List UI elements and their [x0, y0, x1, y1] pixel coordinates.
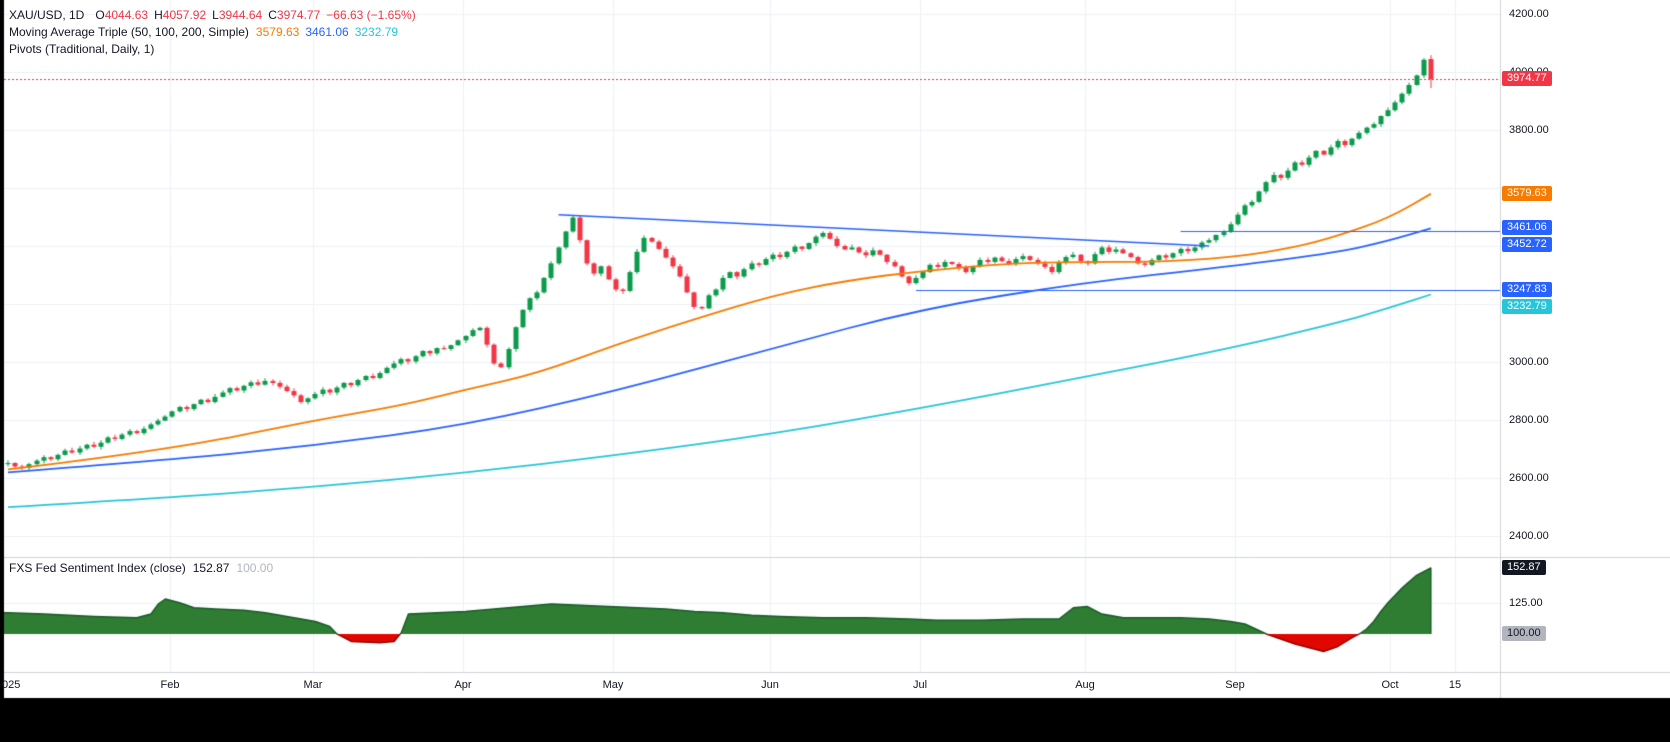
open-label: O	[95, 8, 105, 22]
ma200-value: 3232.79	[354, 25, 399, 39]
ma-indicator-row[interactable]: Moving Average Triple (50, 100, 200, Sim…	[9, 24, 416, 41]
high-value: 4057.92	[162, 8, 207, 22]
indicator-value: 152.87	[192, 561, 230, 575]
pivots-indicator-row[interactable]: Pivots (Traditional, Daily, 1)	[9, 41, 416, 58]
time-axis-label: 025	[2, 679, 21, 691]
time-axis-label: Aug	[1075, 679, 1095, 691]
price-axis-label: 2400.00	[1509, 530, 1549, 543]
time-axis-label: Apr	[454, 679, 472, 691]
open-value: 4044.63	[104, 8, 149, 22]
time-axis-label: May	[602, 679, 624, 691]
price-axis-label: 125.00	[1509, 596, 1543, 609]
low-label: L	[212, 8, 219, 22]
symbol-title: XAU/USD, 1D	[9, 8, 85, 22]
high-label: H	[154, 8, 163, 22]
price-axis-label: 2800.00	[1509, 414, 1549, 427]
price-axis-badge: 152.87	[1502, 559, 1546, 575]
pivots-indicator-title: Pivots (Traditional, Daily, 1)	[9, 42, 155, 56]
symbol-ohlc-row[interactable]: XAU/USD, 1D O4044.63 H4057.92 L3944.64 C3974…	[9, 7, 416, 24]
ma-indicator-title: Moving Average Triple (50, 100, 200, Sim…	[9, 25, 249, 39]
price-axis-badge: 3232.79	[1502, 299, 1552, 314]
price-axis-label: 3000.00	[1509, 356, 1549, 369]
time-axis-label: Jul	[912, 679, 928, 691]
time-axis-label: Oct	[1381, 679, 1399, 691]
main-chart-legend: XAU/USD, 1D O4044.63 H4057.92 L3944.64 C3974…	[9, 7, 416, 58]
indicator-legend[interactable]: FXS Fed Sentiment Index (close) 152.87 100…	[9, 561, 273, 575]
ma100-value: 3461.06	[305, 25, 349, 39]
price-axis-badge: 3247.83	[1502, 282, 1552, 298]
indicator-base-value: 100.00	[236, 561, 274, 575]
close-label: C	[268, 8, 277, 22]
ma50-value: 3579.63	[255, 25, 300, 39]
indicator-title: FXS Fed Sentiment Index (close)	[9, 561, 186, 575]
time-axis-label: 15	[1448, 679, 1462, 691]
price-axis-badge: 100.00	[1502, 625, 1546, 641]
price-axis-label: 3800.00	[1509, 123, 1549, 136]
low-value: 3944.64	[218, 8, 263, 22]
time-axis-label: Feb	[160, 679, 180, 691]
time-axis-label: Mar	[303, 679, 323, 691]
price-axis-badge: 3579.63	[1502, 185, 1552, 201]
price-axis-label: 2600.00	[1509, 472, 1549, 485]
time-axis-label: Sep	[1225, 679, 1245, 691]
time-axis-label: Jun	[761, 679, 779, 691]
price-axis-badge: 3974.77	[1502, 71, 1552, 87]
price-axis-badge: 3461.06	[1502, 220, 1552, 236]
close-value: 3974.77	[276, 8, 321, 22]
price-axis-label: 4200.00	[1509, 7, 1549, 20]
price-axis-badge: 3452.72	[1502, 237, 1552, 252]
change-value: −66.63 (−1.65%)	[326, 8, 416, 22]
